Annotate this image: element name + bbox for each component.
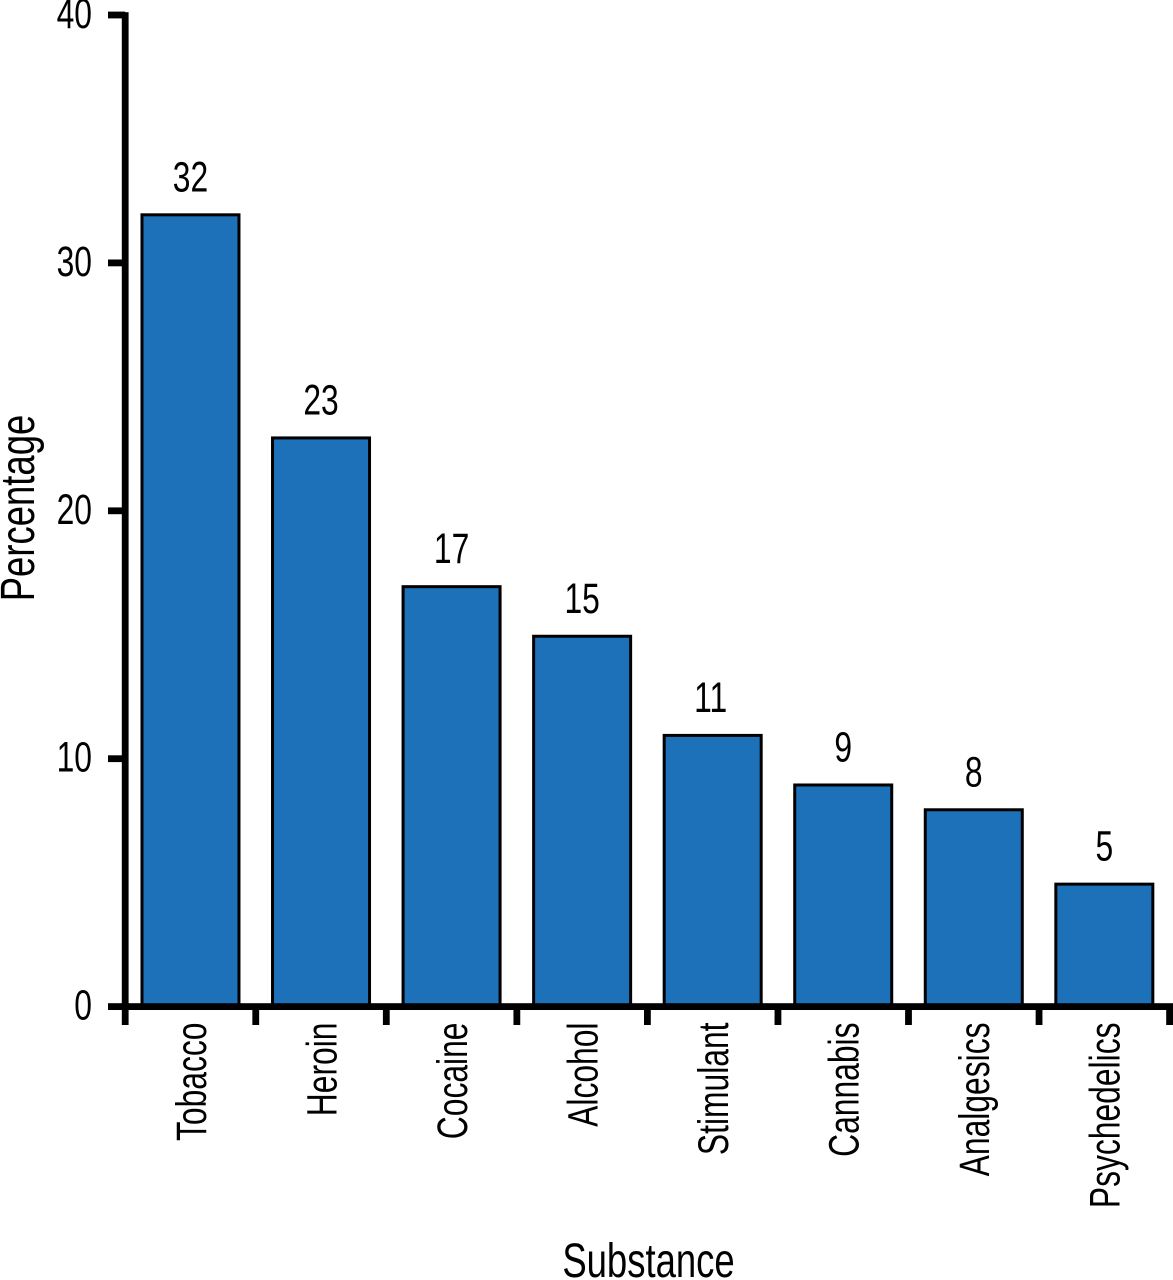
svg-text:20: 20 — [57, 486, 92, 534]
svg-text:Alcohol: Alcohol — [560, 1023, 608, 1127]
svg-text:30: 30 — [57, 238, 92, 286]
svg-text:Analgesics: Analgesics — [952, 1023, 1000, 1177]
svg-text:Percentage: Percentage — [0, 415, 45, 602]
svg-text:Cannabis: Cannabis — [821, 1023, 869, 1157]
svg-text:11: 11 — [694, 674, 727, 722]
svg-text:0: 0 — [74, 982, 92, 1030]
svg-text:Stimulant: Stimulant — [690, 1022, 738, 1155]
svg-text:40: 40 — [57, 0, 92, 38]
svg-text:Substance: Substance — [562, 1234, 734, 1280]
svg-text:5: 5 — [1095, 823, 1113, 871]
svg-text:Tobacco: Tobacco — [168, 1023, 216, 1141]
svg-text:17: 17 — [434, 526, 469, 574]
svg-text:Heroin: Heroin — [299, 1023, 347, 1117]
svg-text:Cocaine: Cocaine — [429, 1023, 477, 1140]
svg-text:23: 23 — [303, 377, 338, 425]
svg-text:Psychedelics: Psychedelics — [1082, 1023, 1130, 1209]
svg-text:10: 10 — [57, 734, 92, 782]
svg-text:32: 32 — [173, 154, 208, 202]
svg-text:15: 15 — [564, 575, 599, 623]
svg-text:9: 9 — [834, 724, 852, 772]
svg-text:8: 8 — [965, 749, 983, 797]
